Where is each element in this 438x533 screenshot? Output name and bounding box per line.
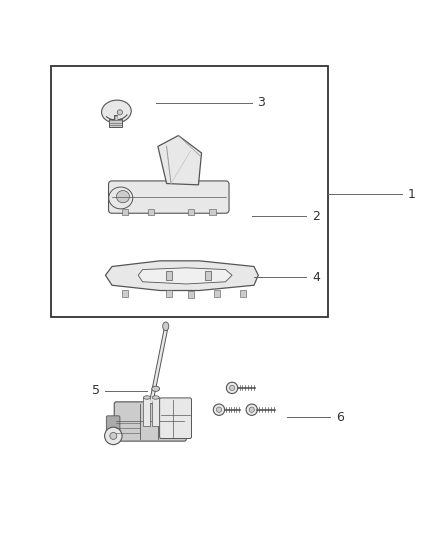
Text: 4: 4 — [312, 271, 320, 284]
FancyBboxPatch shape — [159, 398, 191, 439]
Ellipse shape — [117, 190, 130, 203]
FancyBboxPatch shape — [106, 416, 120, 436]
Bar — [240, 289, 246, 297]
Ellipse shape — [152, 386, 159, 391]
Bar — [187, 292, 194, 298]
Bar — [214, 289, 220, 297]
Text: 1: 1 — [408, 188, 416, 201]
Bar — [51, 66, 328, 317]
Circle shape — [110, 432, 117, 439]
Ellipse shape — [109, 187, 133, 209]
Bar — [152, 398, 159, 426]
Circle shape — [230, 385, 235, 391]
Text: 6: 6 — [336, 410, 344, 424]
Text: 2: 2 — [312, 210, 320, 223]
Polygon shape — [138, 268, 232, 284]
Circle shape — [216, 407, 222, 413]
Text: 3: 3 — [258, 96, 265, 109]
Ellipse shape — [162, 322, 169, 330]
FancyBboxPatch shape — [109, 181, 229, 213]
FancyBboxPatch shape — [114, 402, 186, 441]
Bar — [166, 289, 172, 297]
Bar — [144, 398, 150, 426]
Bar — [110, 119, 122, 127]
Bar — [205, 271, 211, 280]
Bar — [187, 209, 194, 215]
Ellipse shape — [102, 100, 131, 123]
Circle shape — [117, 110, 123, 115]
Ellipse shape — [144, 395, 150, 399]
Bar — [122, 289, 128, 297]
Polygon shape — [158, 135, 201, 185]
Bar — [209, 209, 215, 215]
Bar — [166, 271, 172, 280]
Circle shape — [213, 404, 225, 415]
Circle shape — [105, 427, 122, 445]
Bar — [122, 209, 128, 215]
Text: 5: 5 — [92, 384, 100, 398]
Ellipse shape — [152, 395, 159, 399]
Bar — [148, 209, 154, 215]
Polygon shape — [106, 261, 258, 290]
Circle shape — [246, 404, 258, 415]
Circle shape — [226, 382, 238, 393]
Circle shape — [249, 407, 254, 413]
